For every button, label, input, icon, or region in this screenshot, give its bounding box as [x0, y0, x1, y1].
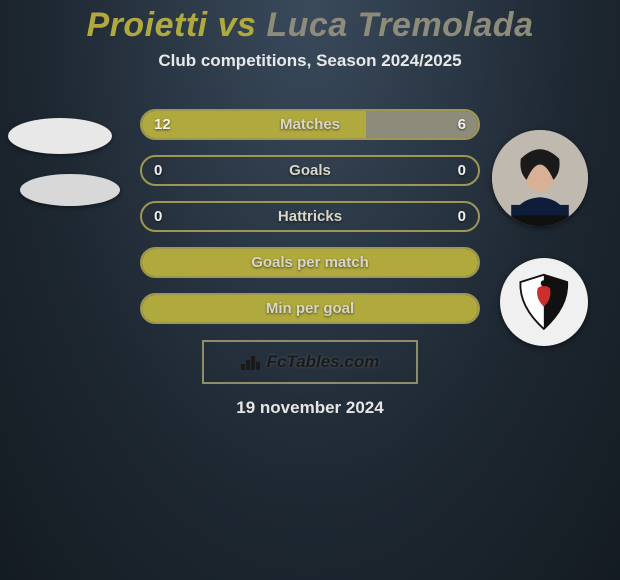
- stat-label: Min per goal: [142, 300, 478, 317]
- title-vs: vs: [208, 6, 267, 44]
- stat-row: 126Matches: [140, 109, 480, 140]
- player-right-avatar: [492, 130, 588, 226]
- brand-box: FcTables.com: [202, 340, 418, 384]
- stat-label: Goals per match: [142, 254, 478, 271]
- page-title: Proietti vs Luca Tremolada: [0, 0, 620, 45]
- stat-row: 00Goals: [140, 155, 480, 186]
- stat-row: 00Hattricks: [140, 201, 480, 232]
- player-left-avatar: [8, 118, 112, 154]
- team-right-badge: [500, 258, 588, 346]
- stat-label: Goals: [142, 162, 478, 179]
- bars-icon: [241, 354, 261, 370]
- stat-label: Matches: [142, 116, 478, 133]
- date: 19 november 2024: [0, 398, 620, 418]
- team-left-badge: [20, 174, 120, 206]
- subtitle: Club competitions, Season 2024/2025: [0, 51, 620, 71]
- brand-text: FcTables.com: [267, 352, 380, 372]
- title-player-left: Proietti: [87, 6, 208, 44]
- stat-label: Hattricks: [142, 208, 478, 225]
- stat-row: Goals per match: [140, 247, 480, 278]
- stat-row: Min per goal: [140, 293, 480, 324]
- title-player-right: Luca Tremolada: [266, 6, 533, 44]
